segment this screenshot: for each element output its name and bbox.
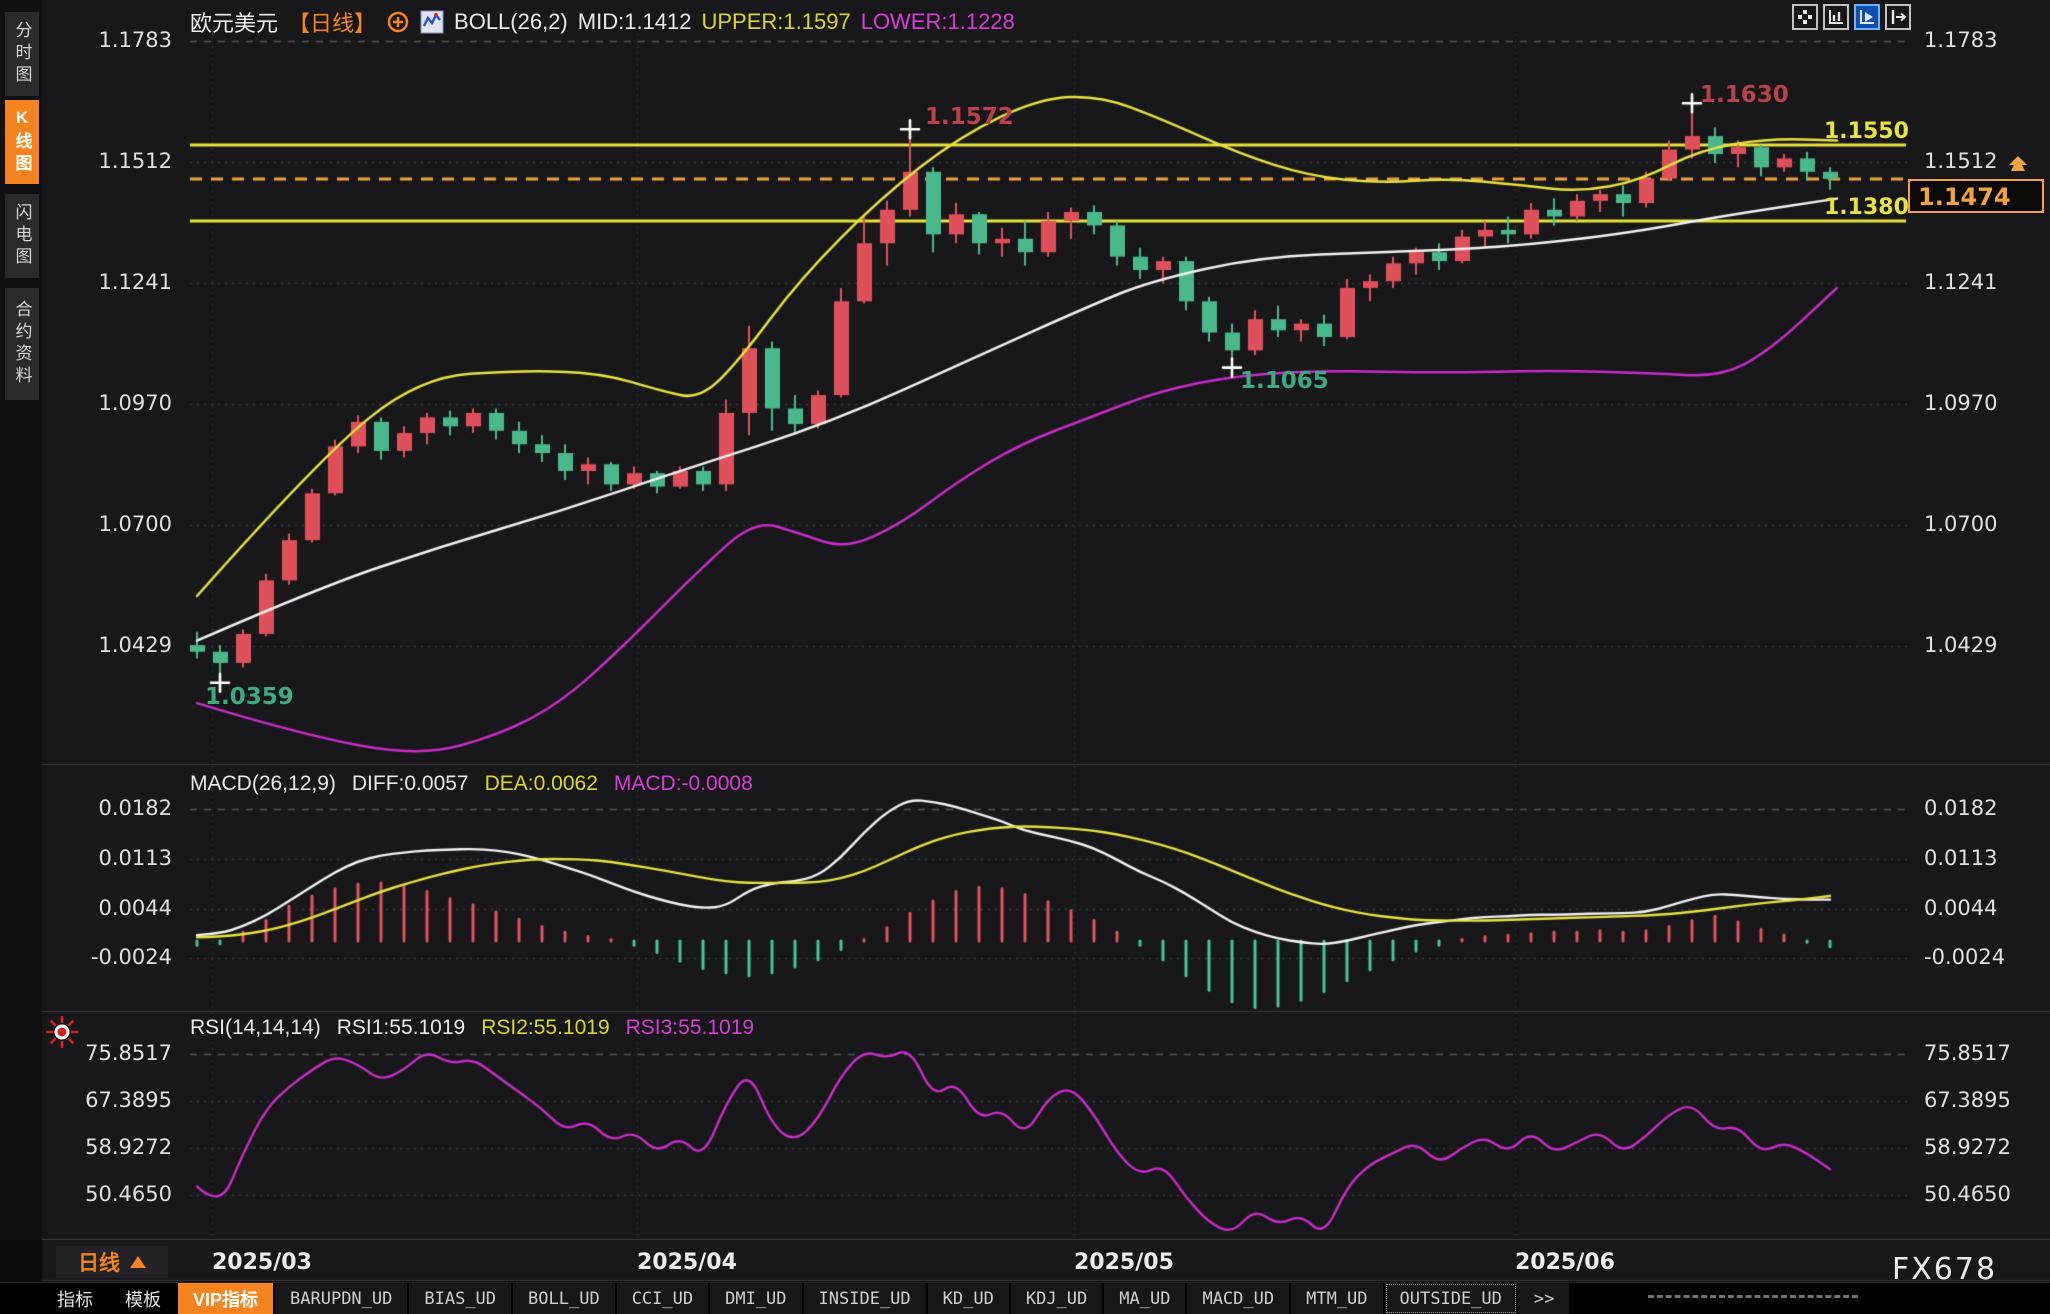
support-level-label: 1.1380: [1824, 195, 1909, 220]
tab-macd-ud[interactable]: MACD_UD: [1187, 1283, 1290, 1314]
price-axis-label: 1.0970: [1924, 391, 1998, 415]
tab-boll-ud[interactable]: BOLL_UD: [513, 1283, 615, 1314]
price-axis-label: 1.1512: [1924, 149, 1998, 173]
macd-axis-label: -0.0024: [1924, 945, 2006, 969]
macd-title: MACD(26,12,9): [190, 772, 336, 795]
sidebar-item-label: 分时图: [12, 21, 32, 87]
tab-templates[interactable]: 模板: [125, 1289, 161, 1310]
price-axis-label: 1.1241: [98, 270, 172, 294]
sidebar-item-candlestick-chart[interactable]: K线图: [5, 100, 39, 184]
tab-bias-ud[interactable]: BIAS_UD: [409, 1283, 512, 1314]
rsi-axis-label: 50.4650: [85, 1182, 172, 1206]
price-axis-label: 1.0429: [1924, 633, 1998, 657]
rsi2-value: RSI2:55.1019: [481, 1016, 610, 1039]
macd-axis-label: 0.0113: [1924, 846, 1998, 870]
tab-inside-ud[interactable]: INSIDE_UD: [803, 1283, 926, 1314]
tab-more[interactable]: >>: [1518, 1283, 1570, 1314]
axis-play-icon[interactable]: [1854, 4, 1880, 30]
sidebar-item-flash-chart[interactable]: 闪电图: [5, 194, 39, 278]
axis-chart-icon[interactable]: [1823, 4, 1849, 30]
macd-hist-value: MACD:-0.0008: [613, 772, 753, 795]
period-selector[interactable]: 日线: [56, 1246, 168, 1278]
swing-high-label: 1.1630: [1700, 82, 1789, 108]
rsi-title: RSI(14,14,14): [190, 1016, 321, 1039]
tab-kdj-ud[interactable]: KDJ_UD: [1010, 1283, 1103, 1314]
sidebar-item-time-chart[interactable]: 分时图: [5, 12, 39, 96]
swing-high-label: 1.1572: [925, 104, 1014, 130]
period-selector-label: 日线: [78, 1252, 120, 1275]
move-icon[interactable]: [1792, 4, 1818, 30]
current-price-tag: 1.1474: [1908, 179, 2044, 213]
x-axis-month-label: 2025/04: [637, 1250, 737, 1275]
rsi-axis-label: 58.9272: [1924, 1135, 2011, 1159]
tab-vip-indicators[interactable]: VIP指标: [178, 1283, 274, 1314]
boll-lower-value: LOWER:1.1228: [860, 9, 1015, 34]
triangle-up-icon: [130, 1256, 146, 1268]
macd-axis-label: -0.0024: [90, 945, 172, 969]
rsi-axis-label: 50.4650: [1924, 1182, 2011, 1206]
swing-low-label: 1.0359: [205, 684, 294, 710]
swing-low-label: 1.1065: [1240, 368, 1329, 394]
boll-upper-value: UPPER:1.1597: [701, 9, 851, 34]
sidebar-item-label: K线图: [12, 108, 32, 176]
rsi-axis-label: 75.8517: [1924, 1041, 2011, 1065]
chart-type-sidebar: 分时图 K线图 闪电图 合约资料: [0, 0, 42, 1240]
rsi-axis-label: 67.3895: [1924, 1088, 2011, 1112]
tab-indicators[interactable]: 指标: [57, 1289, 93, 1310]
boll-indicator-label: BOLL(26,2): [454, 9, 568, 34]
macd-axis-label: 0.0113: [98, 846, 172, 870]
chart-header: 欧元美元 【日线】 BOLL(26,2) MID:1.1412 UPPER:1.…: [190, 6, 1015, 38]
tab-kd-ud[interactable]: KD_UD: [927, 1283, 1009, 1314]
tab-dmi-ud[interactable]: DMI_UD: [710, 1283, 802, 1314]
price-axis-label: 1.0700: [98, 512, 172, 536]
period-tag: 【日线】: [288, 11, 377, 36]
tab-ma-ud[interactable]: MA_UD: [1104, 1283, 1186, 1314]
tab-outside-ud[interactable]: OUTSIDE_UD: [1384, 1283, 1517, 1314]
symbol-name: 欧元美元: [190, 11, 279, 36]
indicator-tab-bar: 指标 模板 VIP指标 BARUPDN_UD BIAS_UD BOLL_UD C…: [0, 1282, 2050, 1314]
macd-header: MACD(26,12,9) DIFF:0.0057 DEA:0.0062 MAC…: [190, 772, 753, 796]
x-axis-month-label: 2025/03: [212, 1250, 312, 1275]
price-axis-label: 1.1512: [98, 149, 172, 173]
price-axis-label: 1.0700: [1924, 512, 1998, 536]
macd-axis-label: 0.0182: [98, 796, 172, 820]
macd-axis-label: 0.0044: [1924, 896, 1998, 920]
x-axis-month-label: 2025/05: [1074, 1250, 1174, 1275]
macd-diff-value: DIFF:0.0057: [351, 772, 469, 795]
exit-chart-icon[interactable]: [1885, 4, 1911, 30]
x-axis-month-label: 2025/06: [1515, 1250, 1615, 1275]
rsi-axis-label: 58.9272: [85, 1135, 172, 1159]
indicator-starburst-icon[interactable]: [44, 1014, 80, 1055]
rsi-axis-label: 75.8517: [85, 1041, 172, 1065]
plus-circle-icon[interactable]: [386, 10, 410, 34]
price-axis-label: 1.0970: [98, 391, 172, 415]
sidebar-item-label: 闪电图: [12, 203, 32, 269]
macd-axis-label: 0.0182: [1924, 796, 1998, 820]
boll-mid-value: MID:1.1412: [577, 9, 692, 34]
brand-watermark: FX678: [1892, 1252, 1998, 1287]
macd-axis-label: 0.0044: [98, 896, 172, 920]
sidebar-item-contract-info[interactable]: 合约资料: [5, 288, 39, 400]
rsi-header: RSI(14,14,14) RSI1:55.1019 RSI2:55.1019 …: [190, 1016, 754, 1040]
tab-barupdn-ud[interactable]: BARUPDN_UD: [275, 1283, 408, 1314]
rsi-axis-label: 67.3895: [85, 1088, 172, 1112]
price-axis-label: 1.0429: [98, 633, 172, 657]
rsi1-value: RSI1:55.1019: [336, 1016, 466, 1039]
price-axis-label: 1.1783: [98, 28, 172, 52]
tab-cci-ud[interactable]: CCI_UD: [616, 1283, 709, 1314]
chart-toolbar: [1792, 4, 1911, 30]
price-axis-label: 1.1783: [1924, 28, 1998, 52]
resistance-level-label: 1.1550: [1824, 119, 1909, 144]
price-up-arrow-icon: [2004, 155, 2032, 184]
rsi3-value: RSI3:55.1019: [625, 1016, 755, 1039]
mini-chart-icon: [420, 9, 444, 35]
dashes-decoration: [1648, 1295, 1858, 1298]
macd-dea-value: DEA:0.0062: [484, 772, 598, 795]
sidebar-item-label: 合约资料: [12, 300, 32, 388]
price-axis-label: 1.1241: [1924, 270, 1998, 294]
tab-mtm-ud[interactable]: MTM_UD: [1291, 1283, 1383, 1314]
